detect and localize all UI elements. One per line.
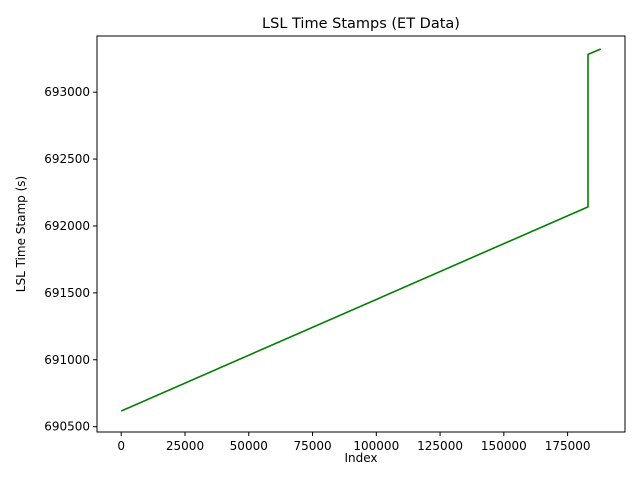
series-line-0: [120, 48, 602, 412]
series-layer: [120, 48, 602, 412]
x-tick-label: 150000: [481, 439, 527, 453]
x-tick-label: 0: [117, 439, 125, 453]
y-tick-label: 690500: [44, 420, 90, 434]
y-axis: 690500 691000 691500 692000 692500 693000: [44, 85, 97, 434]
chart-title: LSL Time Stamps (ET Data): [262, 16, 460, 32]
y-tick-label: 691000: [44, 353, 90, 367]
x-tick-label: 125000: [417, 439, 463, 453]
plot-frame: [96, 35, 626, 433]
x-axis-label: Index: [344, 451, 377, 465]
x-tick-label: 25000: [166, 439, 204, 453]
x-tick-label: 175000: [545, 439, 591, 453]
y-axis-label: LSL Time Stamp (s): [14, 176, 28, 292]
y-tick-label: 692500: [44, 152, 90, 166]
x-tick-label: 50000: [230, 439, 268, 453]
y-tick-label: 691500: [44, 286, 90, 300]
y-tick-label: 692000: [44, 219, 90, 233]
x-tick-label: 100000: [353, 439, 399, 453]
x-tick-label: 75000: [293, 439, 331, 453]
y-tick-label: 693000: [44, 85, 90, 99]
x-axis: 0 25000 50000 75000 100000 125000 150000 175000: [117, 432, 591, 453]
